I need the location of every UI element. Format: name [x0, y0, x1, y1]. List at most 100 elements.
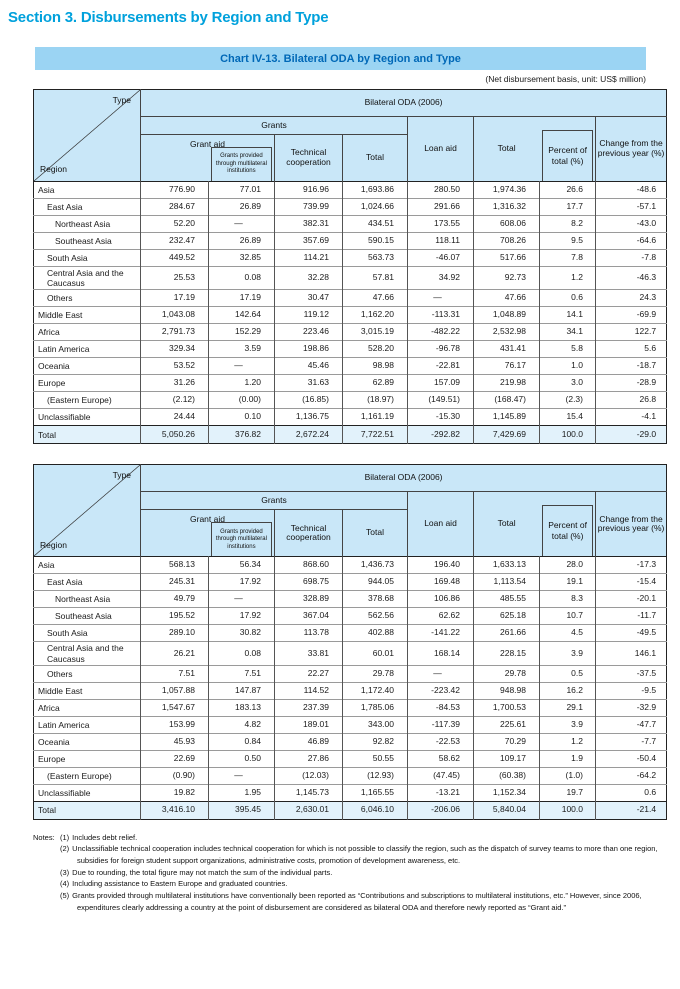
value-cell: 9.5	[539, 232, 596, 250]
value-cell: 6,046.10	[342, 800, 408, 820]
value-cell: 3.9	[539, 641, 596, 666]
value-cell: 17.7	[539, 198, 596, 216]
value-cell: -64.2	[595, 766, 667, 785]
region-cell: Asia	[33, 181, 141, 199]
corner-cell: Type Region	[33, 464, 141, 557]
value-cell: -15.30	[407, 408, 474, 426]
value-cell: 153.99	[140, 715, 209, 734]
table-row: Latin America 329.34 3.59 198.86 528.20 -96.7…	[33, 340, 667, 358]
region-cell: South Asia	[33, 624, 141, 642]
table-row: Southeast Asia 195.52 17.92 367.04 562.56 62.…	[33, 607, 667, 625]
table-body: Asia 568.13 56.34 868.60 1,436.73 196.40 1,633…	[33, 556, 667, 820]
value-cell: 46.89	[274, 732, 343, 751]
value-cell: 1,048.89	[473, 306, 540, 324]
total-row: Total 5,050.26 376.82 2,672.24 7,722.51 -292.…	[33, 425, 667, 444]
value-cell: 45.93	[140, 732, 209, 751]
value-cell: 152.29	[208, 323, 275, 341]
header-grant-aid: Grant aid Grants provided through multil…	[140, 134, 275, 182]
header-total-label: Total	[497, 143, 516, 154]
value-cell: 708.26	[473, 232, 540, 250]
value-cell: 590.15	[342, 232, 408, 250]
value-cell: 30.47	[274, 289, 343, 307]
value-cell: 0.5	[539, 664, 596, 683]
region-cell: Europe	[33, 749, 141, 768]
value-cell: 944.05	[342, 573, 408, 591]
region-cell: Total	[33, 800, 141, 820]
value-cell: 100.0	[539, 800, 596, 820]
value-cell: 868.60	[274, 556, 343, 574]
region-cell: Africa	[33, 323, 141, 341]
value-cell: (0.00)	[208, 391, 275, 409]
value-cell: 34.92	[407, 265, 474, 290]
value-cell: 5.6	[595, 340, 667, 358]
value-cell: 17.92	[208, 573, 275, 591]
value-cell: -28.9	[595, 374, 667, 392]
note-item: (1) Includes debt relief.	[60, 832, 673, 844]
value-cell: 245.31	[140, 573, 209, 591]
unit-note: (Net disbursement basis, unit: US$ milli…	[485, 74, 646, 84]
value-cell: 30.82	[208, 624, 275, 642]
region-cell: Oceania	[33, 732, 141, 751]
value-cell: 916.96	[274, 181, 343, 199]
value-cell: 157.09	[407, 374, 474, 392]
value-cell: 31.26	[140, 374, 209, 392]
region-cell: Central Asia and the Caucasus	[33, 641, 141, 666]
header-bilateral-oda: Bilateral ODA (2006)	[140, 464, 667, 493]
value-cell: 4.5	[539, 624, 596, 642]
value-cell: 169.48	[407, 573, 474, 591]
value-cell: -20.1	[595, 590, 667, 608]
value-cell: 56.34	[208, 556, 275, 574]
value-cell: 1,165.55	[342, 783, 408, 802]
value-cell: 328.89	[274, 590, 343, 608]
value-cell: -22.53	[407, 732, 474, 751]
note-text: Including assistance to Eastern Europe a…	[72, 879, 288, 889]
value-cell: -46.07	[407, 249, 474, 267]
value-cell: 22.27	[274, 664, 343, 683]
value-cell: 402.88	[342, 624, 408, 642]
region-cell: Middle East	[33, 306, 141, 324]
value-cell: 232.47	[140, 232, 209, 250]
value-cell: 196.40	[407, 556, 474, 574]
value-cell: 3.59	[208, 340, 275, 358]
value-cell: 0.6	[539, 289, 596, 307]
diagonal-line	[34, 465, 140, 557]
value-cell: 237.39	[274, 698, 343, 717]
table-row: Asia 568.13 56.34 868.60 1,436.73 196.40 1,633…	[33, 556, 667, 574]
region-cell: Asia	[33, 556, 141, 574]
value-cell: 22.69	[140, 749, 209, 768]
value-cell: -29.0	[595, 425, 667, 444]
value-cell: 698.75	[274, 573, 343, 591]
value-cell: 106.86	[407, 590, 474, 608]
header-grant-aid-label: Grant aid	[190, 139, 225, 149]
table-row: Africa 1,547.67 183.13 237.39 1,785.06 -84.53…	[33, 698, 667, 717]
value-cell: 1,161.19	[342, 408, 408, 426]
value-cell: 223.46	[274, 323, 343, 341]
value-cell: 1,547.67	[140, 698, 209, 717]
value-cell: 27.86	[274, 749, 343, 768]
table-row: (Eastern Europe) (2.12) (0.00) (16.85) (18.9…	[33, 391, 667, 409]
value-cell: 100.0	[539, 425, 596, 444]
value-cell: 1,043.08	[140, 306, 209, 324]
value-cell: -18.7	[595, 357, 667, 375]
value-cell: -15.4	[595, 573, 667, 591]
value-cell: 26.6	[539, 181, 596, 199]
value-cell: 168.14	[407, 641, 474, 666]
value-cell: -292.82	[407, 425, 474, 444]
value-cell: 146.1	[595, 641, 667, 666]
value-cell: 5,840.04	[473, 800, 540, 820]
value-cell: 0.6	[595, 783, 667, 802]
value-cell: 1,145.89	[473, 408, 540, 426]
value-cell: 19.82	[140, 783, 209, 802]
value-cell: 58.62	[407, 749, 474, 768]
value-cell: -9.5	[595, 681, 667, 700]
value-cell: 449.52	[140, 249, 209, 267]
value-cell: 3.0	[539, 374, 596, 392]
value-cell: -206.06	[407, 800, 474, 820]
value-cell: 15.4	[539, 408, 596, 426]
value-cell: 1,693.86	[342, 181, 408, 199]
region-cell: Others	[33, 289, 141, 307]
value-cell: 47.66	[473, 289, 540, 307]
region-cell: Total	[33, 425, 141, 444]
value-cell: 0.84	[208, 732, 275, 751]
note-number: (3)	[60, 867, 70, 877]
